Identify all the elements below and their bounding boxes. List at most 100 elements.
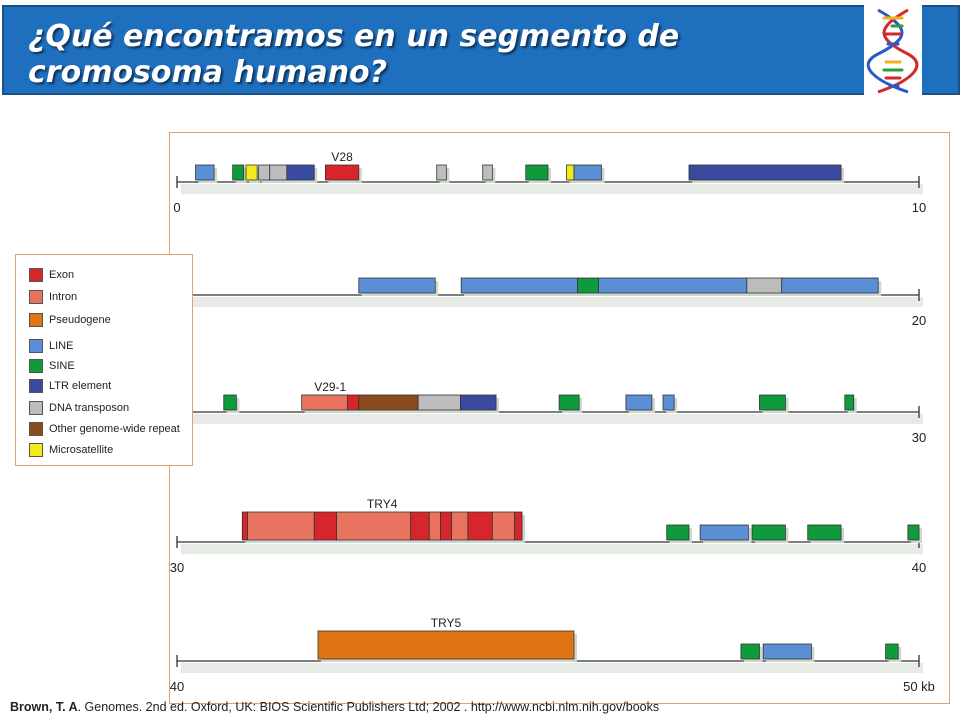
feature-sine xyxy=(577,277,599,294)
feature-line xyxy=(195,164,215,181)
citation-author: Brown, T. A xyxy=(10,700,78,714)
feature-exon xyxy=(514,511,523,541)
feature-intron xyxy=(247,511,315,541)
axis-start-label: 40 xyxy=(170,679,184,694)
feature-microsatellite xyxy=(566,164,575,181)
axis-shadow xyxy=(181,663,923,673)
feature-exon xyxy=(410,511,430,541)
feature-sine xyxy=(759,394,786,411)
feature-line xyxy=(699,524,749,541)
feature-exon xyxy=(241,511,248,541)
feature-line xyxy=(573,164,602,181)
feature-dna-transposon xyxy=(417,394,461,411)
legend-swatch xyxy=(29,313,43,327)
feature-sine xyxy=(525,164,549,181)
feature-sine xyxy=(232,164,245,181)
track-2: 20 xyxy=(176,277,926,328)
track-3: V29-1 30 xyxy=(176,380,926,445)
feature-line xyxy=(460,277,579,294)
legend-label: LINE xyxy=(49,340,74,352)
citation-text: . Genomes. 2nd ed. Oxford, UK: BIOS Scie… xyxy=(77,700,660,714)
feature-exon xyxy=(324,164,360,181)
legend-label: SINE xyxy=(49,360,75,372)
axis-start-label: 0 xyxy=(173,200,180,215)
legend-item-sine: SINE xyxy=(29,358,75,374)
feature-sine xyxy=(885,643,899,660)
legend-item-microsatellite: Microsatellite xyxy=(29,442,113,458)
feature-line xyxy=(358,277,436,294)
axis-end-label: 10 xyxy=(912,200,926,215)
feature-line xyxy=(625,394,653,411)
feature-dna-transposon xyxy=(269,164,288,181)
gene-label: V28 xyxy=(331,150,353,164)
feature-other-genome-wide-repeat xyxy=(358,394,419,411)
feature-exon xyxy=(440,511,452,541)
track-1: V28 0 10 xyxy=(173,150,926,215)
axis-shadow xyxy=(181,297,923,307)
axis-end-label: 30 xyxy=(912,430,926,445)
feature-intron xyxy=(301,394,349,411)
axis-end-label: 20 xyxy=(912,313,926,328)
legend-item-line: LINE xyxy=(29,338,73,354)
track-5: TRY5 40 50 kb xyxy=(170,616,935,694)
feature-dna-transposon xyxy=(482,164,493,181)
slide-title: ¿Qué encontramos en un segmento de cromo… xyxy=(28,19,680,90)
axis-shadow xyxy=(181,414,923,424)
feature-sine xyxy=(751,524,786,541)
legend-label: Intron xyxy=(49,291,78,303)
feature-line xyxy=(781,277,879,294)
feature-intron xyxy=(336,511,412,541)
feature-exon xyxy=(313,511,337,541)
chromosome-figure: V28 0 10 20 V29-1 30 TRY4 30 40 TRY5 40 50 kb xyxy=(169,132,950,704)
axis-end-label: 40 xyxy=(912,560,926,575)
legend-item-dna-transposon: DNA transposon xyxy=(29,400,129,416)
gene-label: TRY4 xyxy=(367,497,398,511)
legend: Exon Intron Pseudogene LINE SINE LTR element D… xyxy=(15,254,193,466)
legend-label: Pseudogene xyxy=(49,314,111,326)
legend-label: Exon xyxy=(49,269,75,281)
feature-pseudogene xyxy=(317,630,575,660)
feature-sine xyxy=(223,394,237,411)
title-bar: ¿Qué encontramos en un segmento de cromo… xyxy=(2,5,960,95)
feature-exon xyxy=(467,511,493,541)
legend-swatch xyxy=(29,379,43,393)
legend-item-ltr-element: LTR element xyxy=(29,378,111,394)
feature-sine xyxy=(844,394,855,411)
feature-sine xyxy=(558,394,580,411)
legend-swatch xyxy=(29,359,43,373)
feature-sine xyxy=(740,643,760,660)
header: ¿Qué encontramos en un segmento de cromo… xyxy=(0,0,960,98)
axis-shadow xyxy=(181,184,923,194)
feature-sine xyxy=(666,524,690,541)
feature-line xyxy=(762,643,812,660)
legend-swatch xyxy=(29,290,43,304)
citation: Brown, T. A. Genomes. 2nd ed. Oxford, UK… xyxy=(10,700,659,714)
gene-label: TRY5 xyxy=(431,616,462,630)
feature-dna-transposon xyxy=(436,164,447,181)
feature-intron xyxy=(428,511,441,541)
chromosome-tracks: V28 0 10 20 V29-1 30 TRY4 30 40 TRY5 40 50 kb xyxy=(170,150,935,694)
legend-item-exon: Exon xyxy=(29,267,74,283)
legend-item-other-genome-wide-repeat: Other genome-wide repeat xyxy=(29,421,180,437)
legend-label: LTR element xyxy=(49,380,112,392)
feature-exon xyxy=(347,394,360,411)
feature-ltr-element xyxy=(286,164,315,181)
dna-helix-icon xyxy=(864,4,922,98)
feature-sine xyxy=(907,524,920,541)
feature-sine xyxy=(807,524,842,541)
feature-microsatellite xyxy=(245,164,258,181)
legend-label: Microsatellite xyxy=(49,444,114,456)
legend-swatch xyxy=(29,443,43,457)
gene-label: V29-1 xyxy=(314,380,346,394)
feature-dna-transposon xyxy=(258,164,271,181)
feature-dna-transposon xyxy=(746,277,783,294)
feature-intron xyxy=(491,511,516,541)
feature-ltr-element xyxy=(688,164,842,181)
feature-ltr-element xyxy=(460,394,497,411)
axis-shadow xyxy=(181,544,923,554)
legend-swatch xyxy=(29,268,43,282)
legend-swatch xyxy=(29,401,43,415)
legend-label: Other genome-wide repeat xyxy=(49,423,180,435)
axis-start-label: 30 xyxy=(170,560,184,575)
track-4: TRY4 30 40 xyxy=(170,497,926,575)
